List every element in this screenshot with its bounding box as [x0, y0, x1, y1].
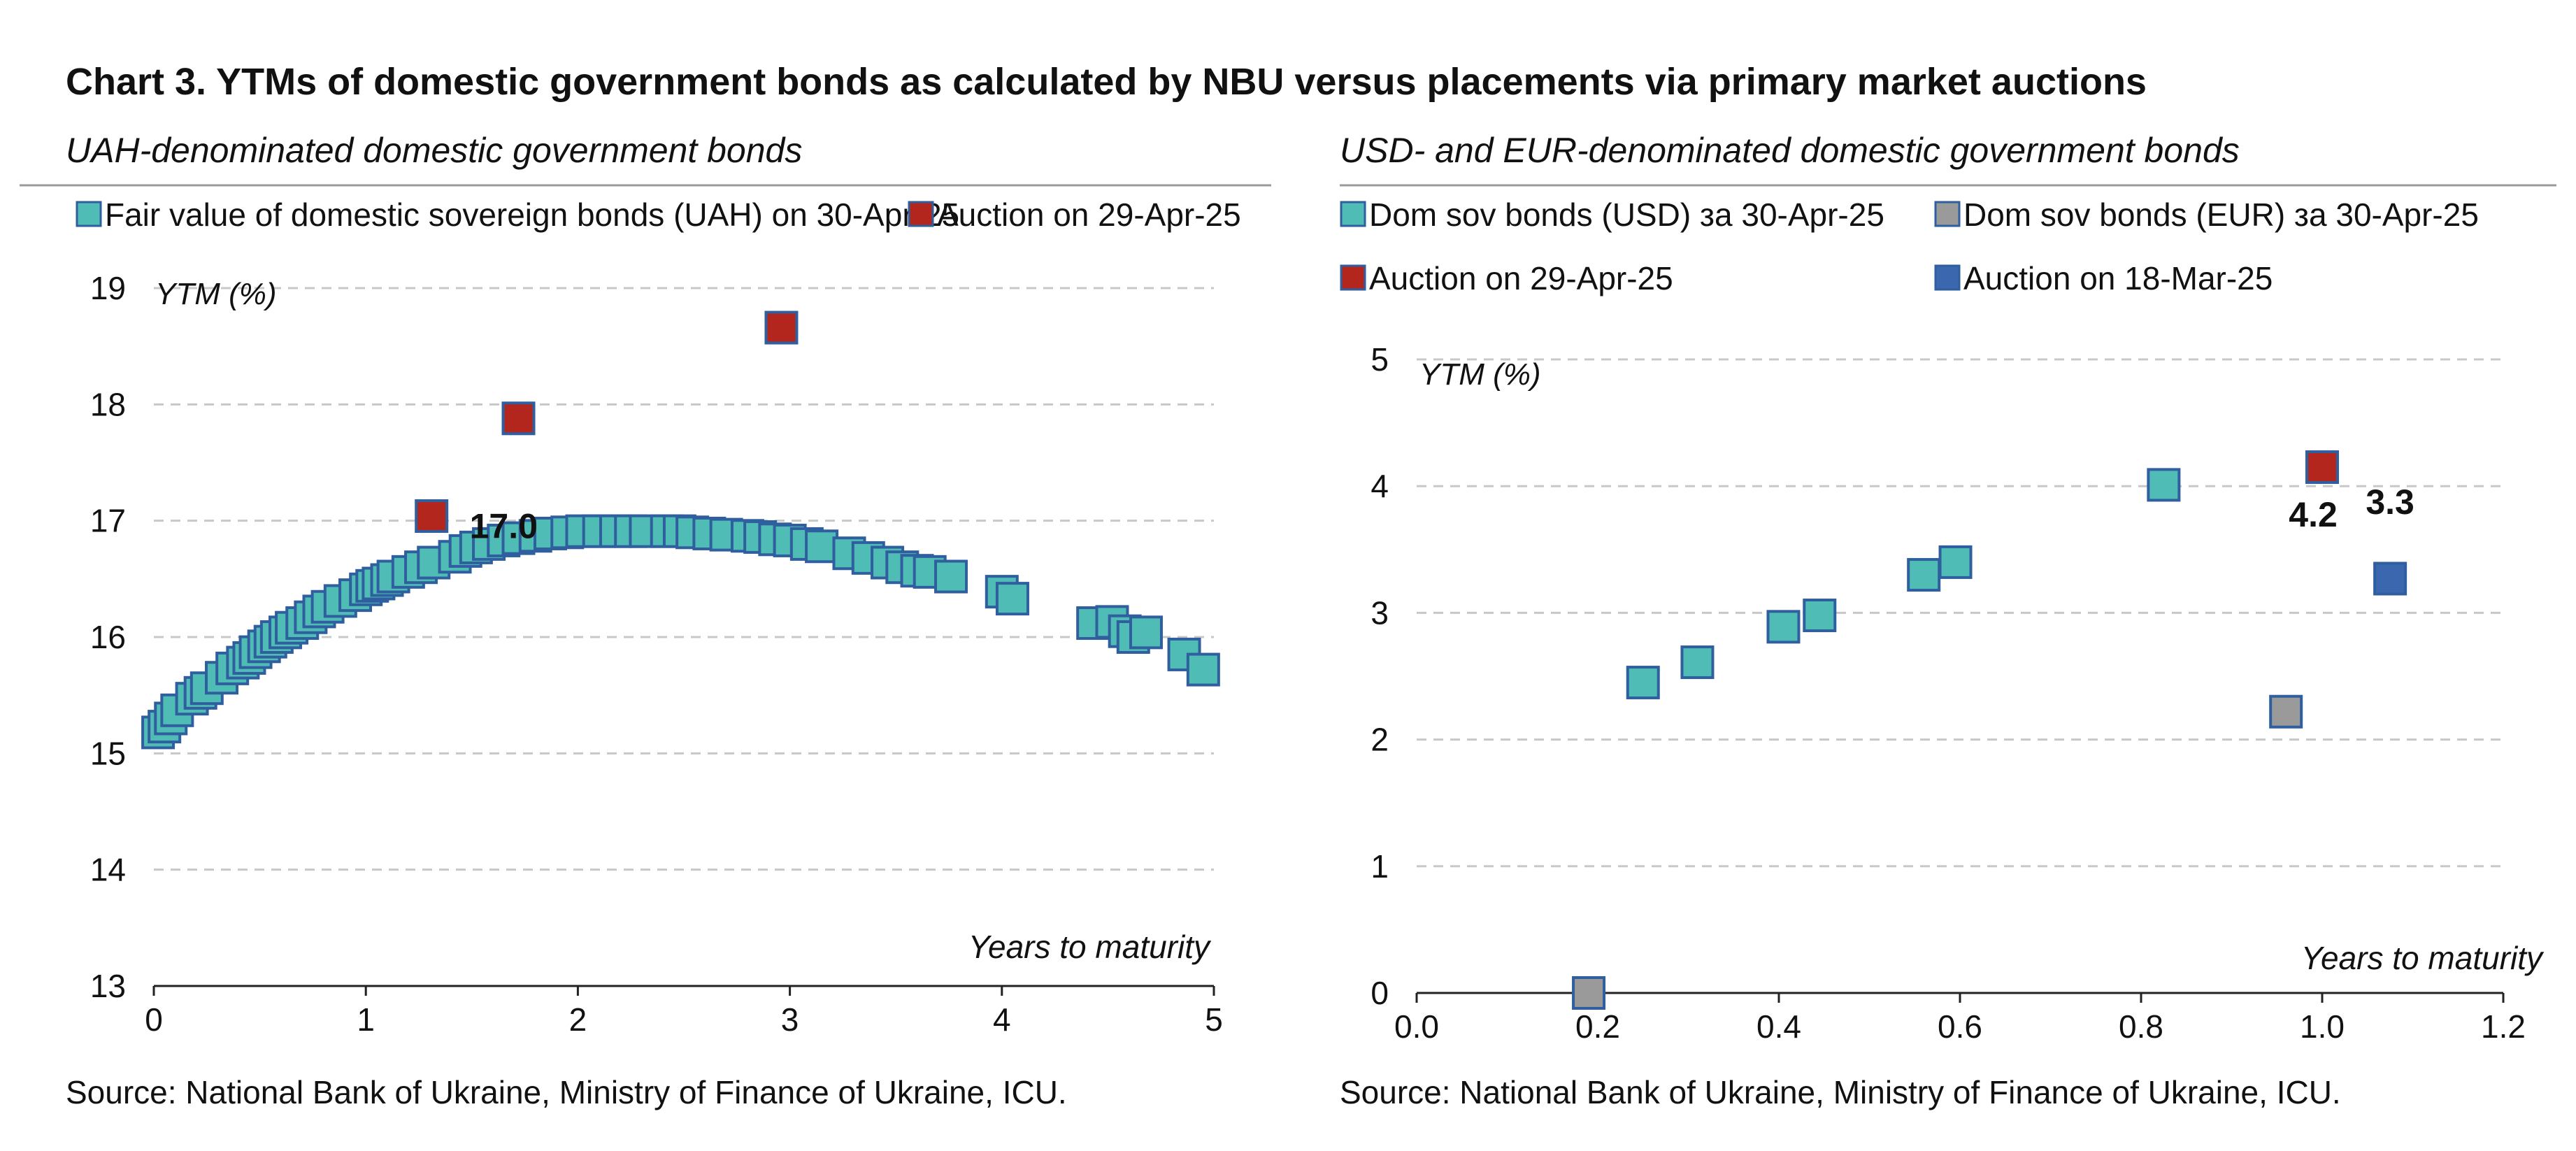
- right-data-point: [2373, 562, 2407, 596]
- right-data-label: 4.2: [2289, 495, 2338, 534]
- right-legend-label: Dom sov bonds (EUR) за 30-Apr-25: [1963, 196, 2479, 233]
- right-y-tick-label: 1: [1371, 848, 1389, 885]
- right-data-point: [2147, 468, 2181, 502]
- left-x-tick-label: 3: [781, 1001, 799, 1038]
- right-legend-swatch: [1934, 201, 1961, 227]
- right-x-tick-label: 0.4: [1756, 1008, 1801, 1045]
- left-x-tick-label: 2: [569, 1001, 587, 1038]
- left-data-point: [995, 582, 1029, 616]
- left-source: Source: National Bank of Ukraine, Minist…: [66, 1074, 1067, 1110]
- left-y-tick-label: 14: [90, 852, 126, 888]
- left-data-point: [415, 499, 449, 534]
- right-data-point: [1572, 976, 1606, 1010]
- right-legend-swatch: [1340, 201, 1366, 227]
- right-x-tick-label: 0.8: [2119, 1008, 2163, 1045]
- left-y-tick-label: 18: [90, 386, 126, 422]
- left-scatter-plot: 13 14 15 16 17 18 19 0 1 2 3 4 5 YTM (%) Years to matu…: [76, 196, 1241, 1038]
- right-data-label: 3.3: [2366, 482, 2414, 522]
- left-y-tick-label: 19: [90, 270, 126, 306]
- left-y-tick-label: 17: [90, 503, 126, 539]
- right-data-point: [1938, 545, 1973, 579]
- right-source: Source: National Bank of Ukraine, Minist…: [1340, 1074, 2341, 1110]
- right-legend-label: Auction on 18-Mar-25: [1963, 260, 2273, 296]
- left-data-point: [764, 310, 799, 345]
- right-legend-swatch: [1340, 264, 1366, 291]
- right-x-tick-label: 1.2: [2481, 1008, 2526, 1045]
- right-data-point: [2269, 694, 2303, 729]
- left-legend-swatch: [76, 201, 102, 227]
- left-data-point: [1186, 652, 1220, 687]
- left-subtitle: UAH-denominated domestic government bond…: [66, 131, 802, 170]
- right-y-axis-label: YTM (%): [1419, 357, 1541, 392]
- left-data-point: [501, 401, 536, 436]
- right-x-tick-label: 1.0: [2300, 1008, 2345, 1045]
- left-x-tick-label: 0: [145, 1001, 163, 1038]
- right-y-tick-label: 3: [1371, 594, 1389, 631]
- right-x-tick-label: 0.2: [1575, 1008, 1620, 1045]
- right-x-tick-label: 0.6: [1938, 1008, 1982, 1045]
- left-y-tick-label: 15: [90, 735, 126, 771]
- right-data-point: [1680, 645, 1715, 680]
- left-data-point: [805, 529, 839, 564]
- left-data-point: [1129, 615, 1163, 650]
- right-scatter-plot: 0 1 2 3 4 5 0.0 0.2 0.4 0.6 0.8 1.0 1.2 YTM (%) Years …: [1340, 196, 2545, 1045]
- left-x-axis-label: Years to maturity: [968, 929, 1212, 965]
- left-data-point: [934, 559, 968, 594]
- left-y-axis-label: YTM (%): [155, 277, 277, 311]
- right-x-tick-label: 0.0: [1394, 1008, 1439, 1045]
- left-legend-swatch: [908, 201, 934, 227]
- left-legend-label: Auction on 29-Apr-25: [937, 196, 1241, 233]
- left-y-tick-label: 16: [90, 619, 126, 655]
- right-legend-label: Dom sov bonds (USD) за 30-Apr-25: [1369, 196, 1884, 233]
- left-legend-label: Fair value of domestic sovereign bonds (…: [105, 196, 959, 233]
- left-y-tick-label: 13: [90, 968, 126, 1004]
- right-y-tick-label: 5: [1371, 341, 1389, 378]
- right-data-point: [1907, 558, 1941, 592]
- figure-title: Chart 3. YTMs of domestic government bon…: [66, 61, 2147, 103]
- right-data-point: [2305, 450, 2339, 485]
- left-x-tick-label: 4: [993, 1001, 1011, 1038]
- right-data-point: [1803, 599, 1837, 633]
- right-legend-swatch: [1934, 264, 1961, 291]
- right-y-tick-label: 0: [1371, 975, 1389, 1011]
- left-x-tick-label: 5: [1205, 1001, 1223, 1038]
- right-data-point: [1626, 666, 1660, 700]
- right-subtitle: USD- and EUR-denominated domestic govern…: [1340, 131, 2240, 170]
- right-data-point: [1766, 610, 1801, 644]
- right-y-tick-label: 2: [1371, 722, 1389, 758]
- left-x-tick-label: 1: [357, 1001, 375, 1038]
- left-data-label: 17.0: [470, 507, 538, 546]
- right-x-axis-label: Years to maturity: [2301, 940, 2545, 976]
- right-legend-label: Auction on 29-Apr-25: [1369, 260, 1673, 296]
- right-y-tick-label: 4: [1371, 468, 1389, 504]
